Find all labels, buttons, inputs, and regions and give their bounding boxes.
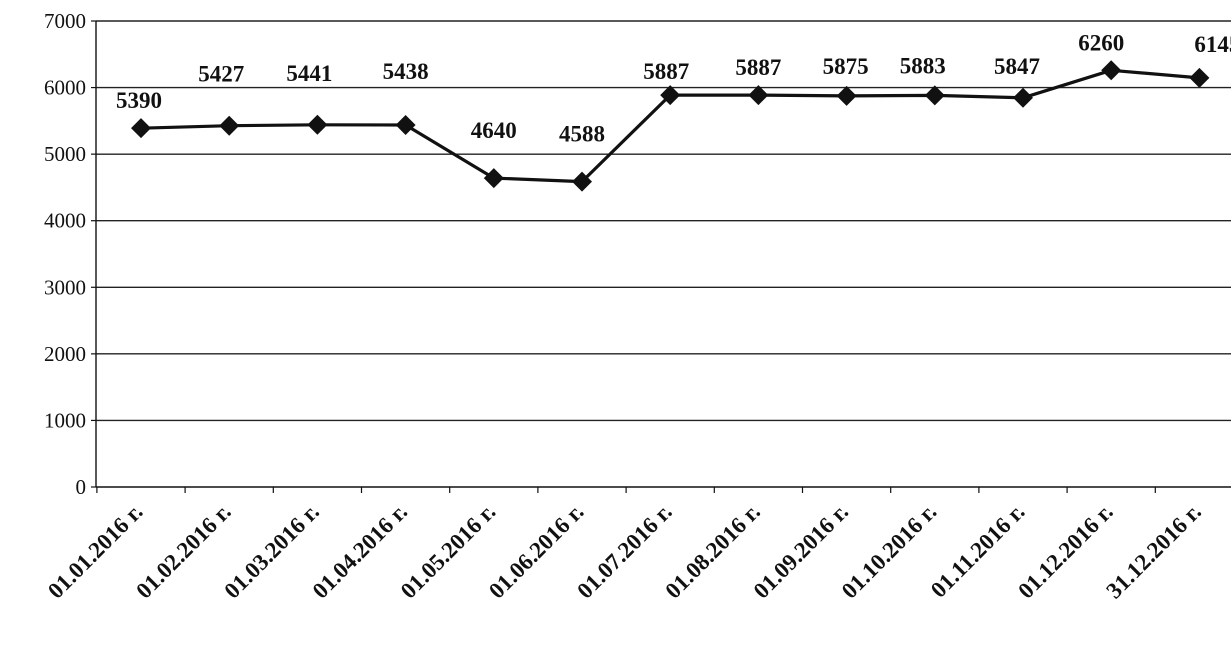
y-tick-label: 3000 <box>44 275 86 299</box>
data-label: 5875 <box>823 54 869 79</box>
gridlines <box>96 20 1231 422</box>
data-label: 6145 <box>1194 32 1231 57</box>
data-label: 5441 <box>286 61 332 86</box>
data-point-marker <box>660 85 681 106</box>
data-label: 5438 <box>383 59 429 84</box>
data-point-marker <box>572 171 592 192</box>
x-tick-label: 01.10.2016 г. <box>837 499 942 604</box>
series-markers <box>131 60 1210 192</box>
axes <box>91 20 1231 493</box>
y-tick-label: 7000 <box>44 9 86 33</box>
data-point-marker <box>131 118 151 139</box>
data-point-marker <box>483 168 504 189</box>
data-point-marker <box>395 114 416 135</box>
y-tick-label: 1000 <box>44 408 86 432</box>
data-point-marker <box>924 85 945 106</box>
data-point-marker <box>1189 67 1210 88</box>
data-labels: 5390 5427 5441 5438 4640 4588 5887 5887 5875 5883… <box>116 30 1231 146</box>
data-point-marker <box>219 115 240 136</box>
data-label: 5847 <box>994 54 1040 79</box>
x-axis-tick-labels: 01.01.2016 г.01.02.2016 г.01.03.2016 г.0… <box>43 499 1206 604</box>
data-label: 4588 <box>559 122 605 147</box>
y-tick-label: 5000 <box>44 142 86 166</box>
y-tick-label: 6000 <box>44 76 86 100</box>
data-label: 5390 <box>116 88 162 113</box>
data-point-marker <box>1101 60 1122 81</box>
data-label: 5887 <box>643 59 689 84</box>
y-tick-label: 4000 <box>44 209 86 233</box>
data-point-marker <box>836 85 857 106</box>
y-tick-label: 2000 <box>44 342 86 366</box>
data-label: 4640 <box>471 118 517 143</box>
y-tick-label: 0 <box>76 475 87 499</box>
data-point-marker <box>748 85 769 106</box>
x-tick-label: 31.12.2016 г. <box>1101 499 1206 604</box>
data-label: 5427 <box>198 62 244 87</box>
data-label: 5883 <box>900 53 946 78</box>
data-point-marker <box>1013 87 1033 108</box>
data-point-marker <box>307 114 328 135</box>
data-label: 5887 <box>735 55 781 80</box>
data-label: 6260 <box>1078 30 1124 55</box>
y-axis-tick-labels: 0 1000 2000 3000 4000 5000 6000 7000 <box>44 9 86 499</box>
